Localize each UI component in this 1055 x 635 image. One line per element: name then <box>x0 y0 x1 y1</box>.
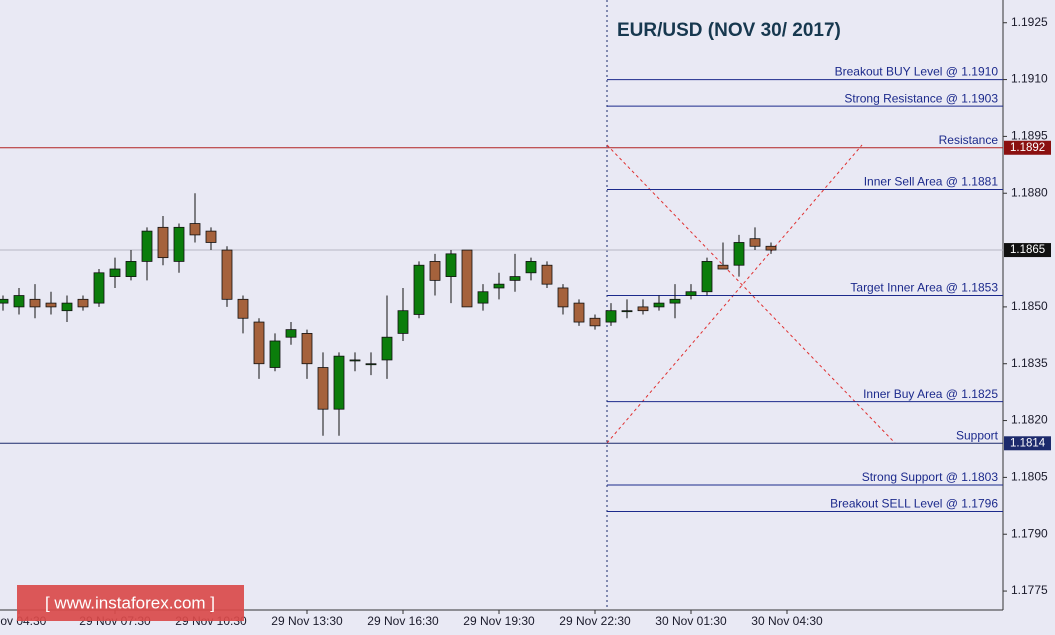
x-tick-label: 29 Nov 19:30 <box>463 614 535 628</box>
level-label: Resistance <box>939 133 999 147</box>
candle-body <box>317 367 329 410</box>
candle-body <box>365 363 377 366</box>
candle-body <box>717 264 729 270</box>
candle-body <box>445 253 457 277</box>
candle-body <box>525 261 537 274</box>
candle-body <box>93 272 105 304</box>
y-tick-label: 1.1805 <box>1011 470 1048 484</box>
y-tick-label: 1.1835 <box>1011 356 1048 370</box>
y-tick-label: 1.1775 <box>1011 583 1048 597</box>
candle-body <box>493 283 505 289</box>
y-tick-label: 1.1895 <box>1011 129 1048 143</box>
x-tick-label: 30 Nov 01:30 <box>655 614 727 628</box>
candle-body <box>589 317 601 327</box>
candle-body <box>13 295 25 308</box>
x-tick-label: 29 Nov 16:30 <box>367 614 439 628</box>
level-label: Inner Buy Area @ 1.1825 <box>863 387 998 401</box>
level-label: Breakout SELL Level @ 1.1796 <box>830 497 998 511</box>
candle-body <box>749 238 761 247</box>
price-tag-box <box>1004 436 1051 451</box>
price-tag-box <box>1004 243 1051 258</box>
level-label: Inner Sell Area @ 1.1881 <box>864 175 999 189</box>
candle-body <box>701 261 713 293</box>
watermark: [ www.instaforex.com ] <box>45 593 215 612</box>
candle-body <box>765 245 777 251</box>
candle-body <box>429 261 441 281</box>
candle-body <box>637 306 649 312</box>
candle-body <box>605 310 617 323</box>
candle-body <box>413 264 425 315</box>
level-label: Target Inner Area @ 1.1853 <box>850 281 998 295</box>
plot-layer: 1.1925 1.1910 1.1895 1.1880 1.1850 1.1835 1.18… <box>0 15 1051 628</box>
x-tick-label: 29 Nov 13:30 <box>271 614 343 628</box>
candle-body <box>189 223 201 236</box>
watermark-box <box>17 585 244 621</box>
candle-body <box>461 249 473 308</box>
y-tick-label: 1.1790 <box>1011 526 1048 540</box>
candle-body <box>141 230 153 262</box>
candle-body <box>269 340 281 368</box>
y-tick-label: 1.1880 <box>1011 185 1048 199</box>
candle-body <box>77 298 89 308</box>
candle-body <box>29 298 41 308</box>
candle-body <box>253 321 265 365</box>
x-tick-label: 30 Nov 04:30 <box>751 614 823 628</box>
candle-body <box>621 310 633 313</box>
candle-body <box>541 264 553 285</box>
candle-body <box>301 333 313 365</box>
y-tick-label: 1.1850 <box>1011 299 1048 313</box>
chart-title: EUR/USD (NOV 30/ 2017) <box>617 20 841 41</box>
candle-body <box>509 276 521 281</box>
price-tag-label: 1.1865 <box>1010 244 1045 256</box>
candle-body <box>733 242 745 266</box>
price-tag-label: 1.1814 <box>1010 437 1046 449</box>
price-tag-label: 1.1892 <box>1010 142 1045 154</box>
candle-body <box>109 268 121 277</box>
x-tick-label: 29 Nov 22:30 <box>559 614 631 628</box>
candle-body <box>573 302 585 323</box>
candle-body <box>205 230 217 243</box>
candle-body <box>477 291 489 304</box>
candle-body <box>173 226 185 262</box>
candle-body <box>157 226 169 259</box>
candle-body <box>685 291 697 296</box>
level-label: Strong Resistance @ 1.1903 <box>844 91 998 105</box>
candle-body <box>557 287 569 308</box>
level-label: Support <box>956 428 999 442</box>
projection-line <box>606 144 863 444</box>
candle-body <box>349 359 361 362</box>
candle-body <box>125 261 137 277</box>
candle-body <box>61 302 73 312</box>
candle-body <box>45 302 57 308</box>
level-label: Strong Support @ 1.1803 <box>862 470 999 484</box>
candle-body <box>0 298 9 304</box>
candle-body <box>653 302 665 308</box>
level-label: Breakout BUY Level @ 1.1910 <box>835 65 999 79</box>
y-tick-label: 1.1820 <box>1011 413 1048 427</box>
candle-body <box>669 298 681 304</box>
candle-body <box>333 355 345 410</box>
candle-body <box>237 298 249 319</box>
candle-body <box>221 249 233 300</box>
price-tag-box <box>1004 140 1051 155</box>
candle-body <box>285 329 297 338</box>
candle-body <box>397 310 409 334</box>
y-tick-label: 1.1910 <box>1011 72 1048 86</box>
candle-body <box>381 336 393 361</box>
y-tick-label: 1.1925 <box>1011 15 1048 29</box>
